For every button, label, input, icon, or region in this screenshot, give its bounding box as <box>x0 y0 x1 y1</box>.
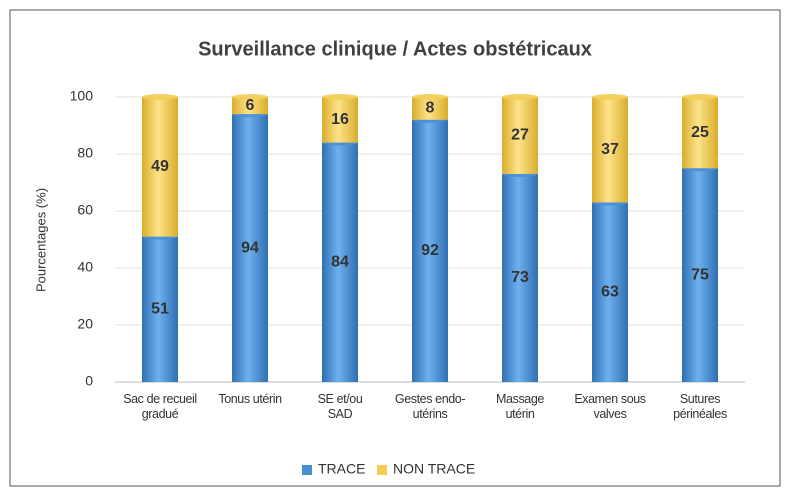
bar-segment <box>322 142 358 382</box>
bar-segment <box>322 97 358 143</box>
legend-swatch <box>377 465 387 475</box>
bar-cap <box>502 94 538 100</box>
bar-segment <box>142 97 178 237</box>
y-tick-label: 100 <box>70 88 94 104</box>
x-tick-label: Tonus utérin <box>218 392 282 406</box>
y-axis-label: Pourcentages (%) <box>33 188 48 292</box>
bar-segment <box>412 119 448 383</box>
data-label: 51 <box>151 301 169 318</box>
bar-cap <box>412 94 448 100</box>
data-label: 84 <box>331 254 349 271</box>
x-tick-label-box: Examen sous valves <box>574 392 646 421</box>
data-label: 73 <box>511 269 529 286</box>
data-label: 94 <box>241 239 259 256</box>
y-tick-label: 60 <box>77 202 93 218</box>
legend-label: NON TRACE <box>393 461 475 477</box>
bar-cap <box>322 94 358 100</box>
bar-segment <box>142 236 178 382</box>
y-tick-label: 0 <box>85 373 93 389</box>
bar-segment <box>412 97 448 120</box>
data-label: 75 <box>691 266 709 283</box>
bar-cap <box>142 94 178 100</box>
bar-cap <box>592 94 628 100</box>
data-label: 63 <box>601 283 619 300</box>
x-tick-label-box: Sutures périnéales <box>673 392 727 421</box>
chart-title: Surveillance clinique / Actes obstétrica… <box>198 38 592 60</box>
x-tick-label: Sutures périnéales <box>673 392 727 421</box>
x-tick-label: Gestes endo-utérins <box>394 392 466 421</box>
data-label: 25 <box>691 124 709 141</box>
x-tick-label: SE et/ou SAD <box>317 392 363 421</box>
y-tick-label: 80 <box>77 145 93 161</box>
x-tick-label-box: Tonus utérin <box>218 392 282 406</box>
x-tick-label: Massage utérin <box>496 392 544 421</box>
bar-segment <box>592 97 628 203</box>
legend-swatch <box>302 465 312 475</box>
bar-segment <box>502 173 538 382</box>
data-label: 27 <box>511 127 529 144</box>
bar-segment <box>682 168 718 382</box>
y-tick-label: 20 <box>77 316 93 332</box>
bar-segment <box>232 114 268 382</box>
bar-cap <box>232 94 268 100</box>
data-label: 92 <box>421 242 439 259</box>
x-tick-label-box: SE et/ou SAD <box>317 392 363 421</box>
x-tick-label-box: Sac de recueil gradué <box>123 392 197 421</box>
bar-segment <box>502 97 538 174</box>
x-tick-label-box: Gestes endo-utérins <box>394 392 466 421</box>
data-label: 37 <box>601 141 619 158</box>
bar-cap <box>682 94 718 100</box>
y-tick-label: 40 <box>77 259 93 275</box>
bar-segment <box>592 202 628 382</box>
bar-segment <box>232 97 268 115</box>
legend-label: TRACE <box>318 461 365 477</box>
data-label: 6 <box>246 97 255 114</box>
data-label: 8 <box>426 100 435 117</box>
x-tick-label: Sac de recueil gradué <box>123 392 197 421</box>
data-label: 49 <box>151 158 169 175</box>
x-tick-label-box: Massage utérin <box>496 392 544 421</box>
bar-segment <box>682 97 718 169</box>
x-tick-label: Examen sous valves <box>574 392 646 421</box>
data-label: 16 <box>331 111 349 128</box>
frame <box>9 9 781 487</box>
